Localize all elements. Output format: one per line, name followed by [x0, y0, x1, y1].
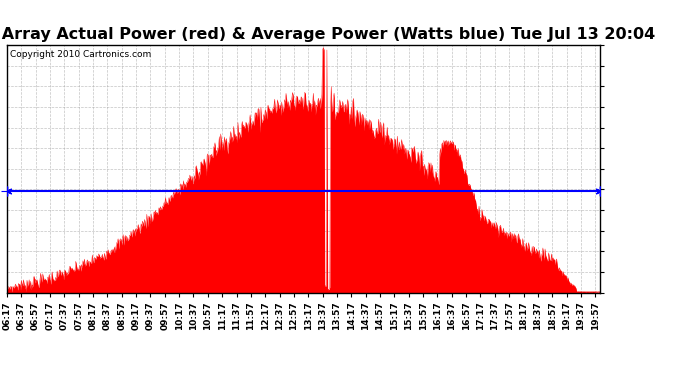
Text: Copyright 2010 Cartronics.com: Copyright 2010 Cartronics.com [10, 50, 151, 59]
Title: West Array Actual Power (red) & Average Power (Watts blue) Tue Jul 13 20:04: West Array Actual Power (red) & Average … [0, 27, 656, 42]
